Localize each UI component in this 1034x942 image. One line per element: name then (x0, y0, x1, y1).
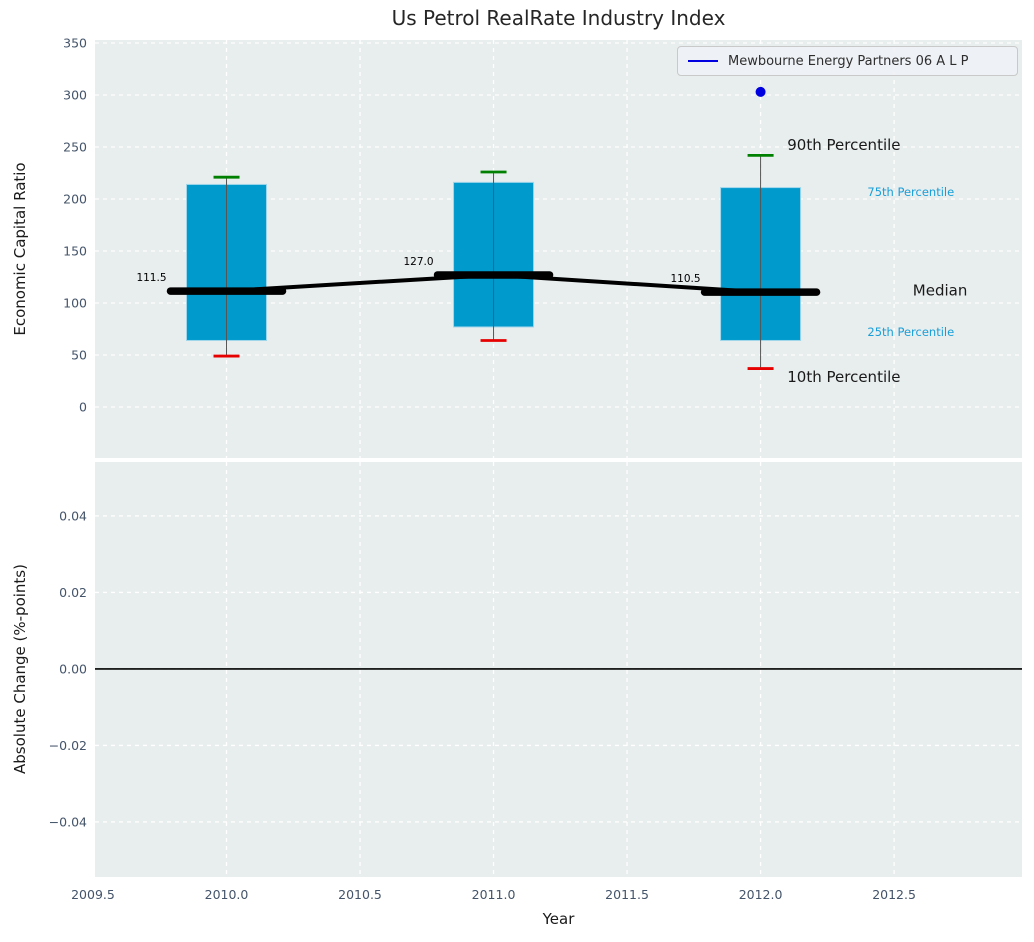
legend: Mewbourne Energy Partners 06 A L P (677, 46, 1018, 76)
chart-title: Us Petrol RealRate Industry Index (391, 6, 726, 30)
bottom-y-tick-1: 0.02 (59, 585, 87, 600)
top-y-tick-300: 300 (63, 88, 87, 103)
x-tick-2011: 2011.0 (472, 887, 516, 902)
x-tick-2010: 2010.0 (205, 887, 249, 902)
top-y-tick-100: 100 (63, 296, 87, 311)
x-tick-2012: 2012.0 (739, 887, 783, 902)
x-tick-2011.5: 2011.5 (605, 887, 649, 902)
median-value-label-2012: 110.5 (671, 273, 701, 285)
annotation-median: Median (913, 281, 968, 299)
top-y-axis-label: Economic Capital Ratio (11, 162, 29, 336)
median-value-label-2010: 111.5 (136, 272, 166, 284)
legend-label: Mewbourne Energy Partners 06 A L P (728, 53, 969, 69)
annotation-25th-percentile: 25th Percentile (867, 325, 954, 339)
bottom-y-tick-4: −0.04 (49, 814, 87, 829)
top-y-tick-350: 350 (63, 36, 87, 51)
x-tick-2009.5: 2009.5 (71, 887, 115, 902)
top-y-tick-250: 250 (63, 140, 87, 155)
legend-line-swatch (688, 60, 718, 62)
company-point-2012 (755, 86, 766, 97)
bottom-y-tick-2: 0.00 (59, 661, 87, 676)
x-tick-2012.5: 2012.5 (872, 887, 916, 902)
top-y-tick-150: 150 (63, 244, 87, 259)
annotation-75th-percentile: 75th Percentile (867, 185, 954, 199)
top-y-tick-0: 0 (79, 400, 87, 415)
annotation-90th-percentile: 90th Percentile (787, 136, 900, 154)
x-axis-label: Year (542, 910, 575, 928)
bottom-y-tick-0: 0.04 (59, 508, 87, 523)
annotation-10th-percentile: 10th Percentile (787, 368, 900, 386)
median-value-label-2011: 127.0 (403, 256, 433, 268)
bottom-y-tick-3: −0.02 (49, 738, 87, 753)
x-tick-2010.5: 2010.5 (338, 887, 382, 902)
top-y-tick-50: 50 (71, 348, 87, 363)
top-y-tick-200: 200 (63, 192, 87, 207)
bottom-y-axis-label: Absolute Change (%-points) (11, 564, 29, 774)
